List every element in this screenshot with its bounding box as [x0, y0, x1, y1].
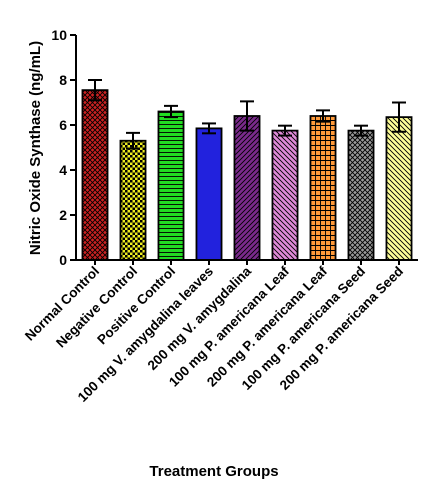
- bars-group: [81, 89, 413, 261]
- y-tick-label: 10: [51, 27, 67, 43]
- bar: [157, 110, 185, 261]
- bar: [347, 129, 375, 261]
- bar: [195, 127, 223, 261]
- y-tick-label: 8: [59, 72, 67, 88]
- y-axis-title: Nitric Oxide Synthase (ng/mL): [27, 41, 44, 255]
- y-tick-label: 4: [59, 162, 67, 178]
- y-tick-label: 2: [59, 207, 67, 223]
- bar: [271, 129, 299, 261]
- error-bar: [392, 101, 406, 133]
- bar: [233, 115, 261, 261]
- error-bar: [354, 124, 368, 137]
- bar: [119, 139, 147, 261]
- bar: [81, 89, 109, 261]
- x-axis-title: Treatment Groups: [149, 463, 278, 480]
- error-bars-group: [88, 79, 406, 150]
- error-bar: [164, 104, 178, 119]
- error-bar: [316, 109, 330, 123]
- y-tick-label: 0: [59, 252, 67, 268]
- error-bar: [240, 100, 254, 132]
- bar: [309, 115, 337, 261]
- error-bar: [88, 79, 102, 102]
- error-bar: [278, 124, 292, 137]
- error-bar: [202, 122, 216, 135]
- y-axis: 0 2 4 6 8 10: [51, 27, 77, 268]
- y-tick-label: 6: [59, 117, 67, 133]
- bar: [385, 116, 413, 261]
- error-bar: [126, 131, 140, 150]
